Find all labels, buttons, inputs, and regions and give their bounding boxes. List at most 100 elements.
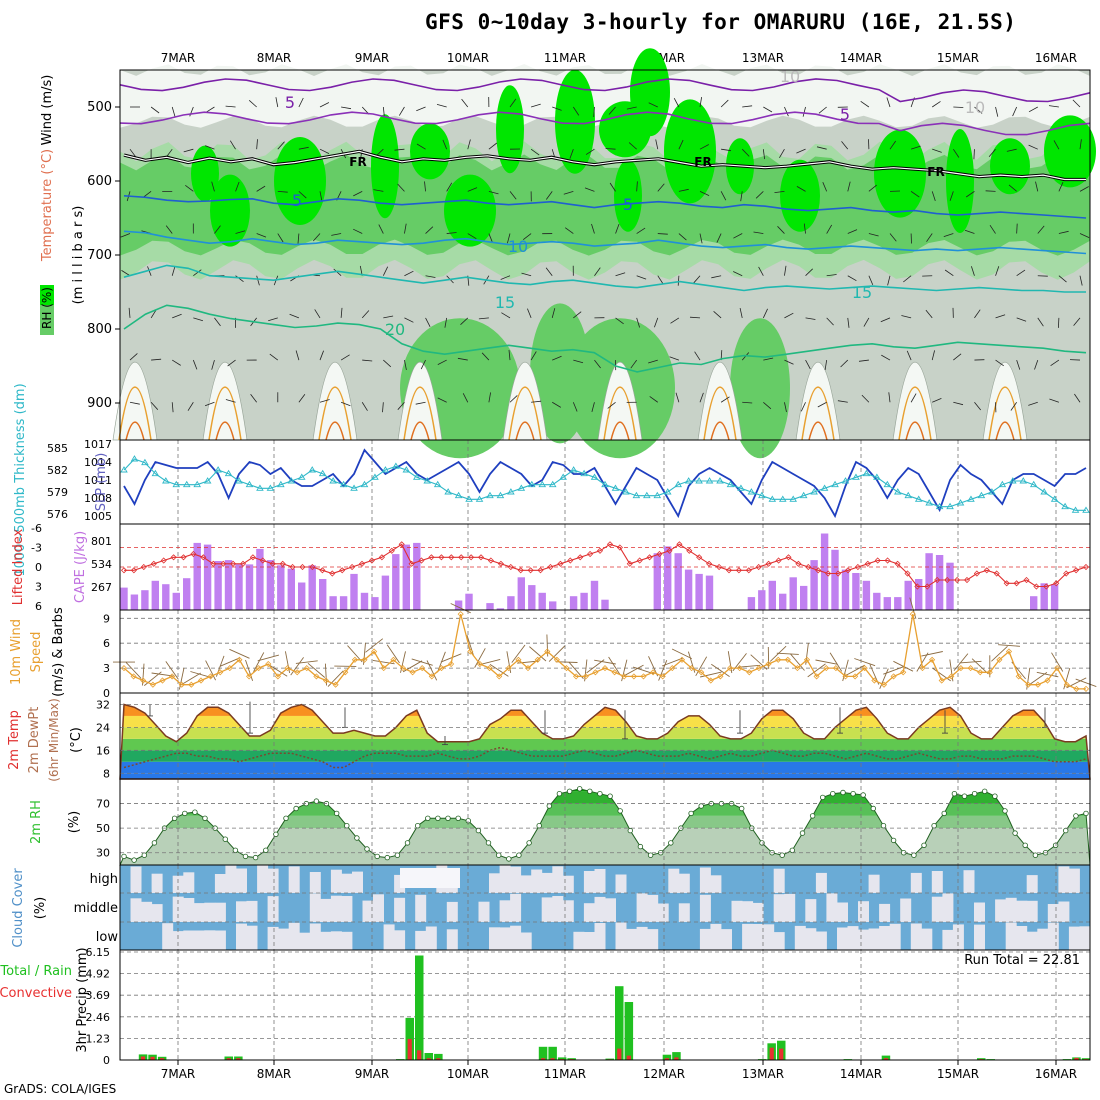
wind-barb — [573, 359, 584, 364]
surface-wind-barb — [750, 654, 768, 670]
thickness-point — [1040, 488, 1048, 495]
wind-barb — [910, 145, 921, 150]
cloud-layer-label: low — [96, 930, 119, 945]
thickness-point — [444, 488, 452, 495]
wind-speed-point — [178, 681, 185, 688]
surface-wind-barb — [205, 660, 217, 681]
wind-barb — [150, 106, 160, 114]
thickness-point — [339, 480, 348, 488]
low-moist-area — [530, 303, 590, 444]
wind-barb — [858, 359, 869, 362]
cloud-cell — [974, 902, 985, 922]
high-rh-cell — [410, 123, 450, 180]
wind-speed-point — [1025, 681, 1032, 688]
wind-barb — [165, 225, 173, 234]
cloud-cell — [699, 928, 711, 950]
wind-barb — [669, 356, 680, 361]
cloud-cell — [172, 875, 184, 893]
top-date-label: 8MAR — [257, 51, 292, 65]
wind-barb — [1016, 269, 1026, 277]
lifted-index-point — [765, 560, 772, 567]
isotherm-25 — [403, 386, 437, 441]
cloud-cell — [647, 929, 659, 950]
surface-wind-barb — [971, 658, 989, 675]
cloud-cell — [478, 901, 490, 922]
wind-barb — [1079, 139, 1082, 150]
wind-speed-point — [861, 665, 868, 672]
rh-point — [688, 810, 694, 817]
rh-point — [475, 827, 482, 834]
wind-speed-point — [775, 656, 782, 663]
wind-barb — [545, 267, 553, 276]
cape-bar — [528, 585, 536, 610]
cloud-cell — [341, 931, 353, 950]
wind-speed-point — [1034, 681, 1041, 688]
wind-barb — [1028, 144, 1038, 150]
thickness-point — [1050, 495, 1059, 502]
top-date-label: 13MAR — [742, 51, 784, 65]
wind-speed-point — [274, 673, 281, 680]
thickness-point — [162, 477, 170, 484]
wind-barb — [522, 233, 532, 241]
thickness-tick-label: 585 — [47, 442, 68, 455]
thickness-point — [517, 484, 526, 491]
wind-barb — [319, 350, 324, 361]
wind-barb — [404, 317, 414, 323]
wind-barb — [404, 223, 407, 234]
wind-speed-point — [900, 669, 907, 676]
cape-bar — [768, 580, 776, 610]
rh-point — [1012, 830, 1018, 836]
surface-wind-barb — [245, 659, 254, 681]
slp-tick-label: 1011 — [84, 474, 112, 487]
cloud-cell — [562, 900, 574, 922]
wind-speed-point — [909, 611, 916, 618]
cape-bar — [130, 594, 139, 610]
surface-wind-barb — [219, 657, 241, 667]
wind-barb — [383, 315, 394, 319]
rh-legend-swatch — [40, 285, 54, 305]
upper-air-panel: 5 5 5 5 10 15 15 20 10 10 FR FR FR 500 600 700 800 900 — [87, 48, 1096, 459]
wind-barb — [1079, 233, 1090, 238]
wind-barb — [840, 359, 849, 368]
high-rh-cell — [444, 174, 496, 247]
wind-speed-point — [197, 677, 205, 684]
wind-barb — [636, 181, 638, 192]
wind-speed-point — [784, 656, 791, 663]
wind-speed-point — [659, 673, 666, 680]
wind-barb — [784, 312, 794, 319]
surface-wind-barb — [290, 657, 304, 676]
wind-speed-point — [794, 665, 801, 672]
wind-barb — [397, 183, 405, 192]
wind-barb — [425, 226, 434, 234]
wind-barb — [995, 359, 1004, 367]
wind-barb — [784, 359, 794, 365]
top-date-label: 10MAR — [447, 51, 489, 65]
lifted-index-point — [150, 560, 157, 567]
wind-barb — [784, 106, 789, 117]
wind-speed-point — [803, 656, 811, 663]
wind-barb — [763, 106, 773, 113]
rh-point — [870, 805, 876, 812]
lifted-index-point — [220, 560, 227, 567]
thickness-point — [392, 462, 400, 469]
wind-barb — [826, 274, 837, 277]
wind-barb — [758, 266, 764, 276]
cape-bar — [841, 569, 850, 610]
lifted-index-point — [944, 576, 951, 584]
wind-barb — [608, 106, 616, 115]
lifted-index-point — [160, 557, 167, 564]
cloud-cell — [931, 871, 943, 893]
dry-plume — [312, 362, 358, 441]
surface-wind-barb — [151, 672, 174, 677]
cape-bar — [151, 580, 159, 610]
thickness-point — [925, 499, 933, 506]
cloud-cell — [204, 902, 216, 922]
cape-bar — [601, 599, 609, 610]
cloud-cell — [394, 930, 406, 950]
wind-barb — [527, 308, 532, 319]
wind-barb — [331, 233, 342, 236]
isotherm-30 — [710, 421, 730, 441]
cloud-cell — [309, 923, 321, 950]
cape-bar — [486, 603, 494, 610]
cloud-cell — [583, 903, 595, 922]
